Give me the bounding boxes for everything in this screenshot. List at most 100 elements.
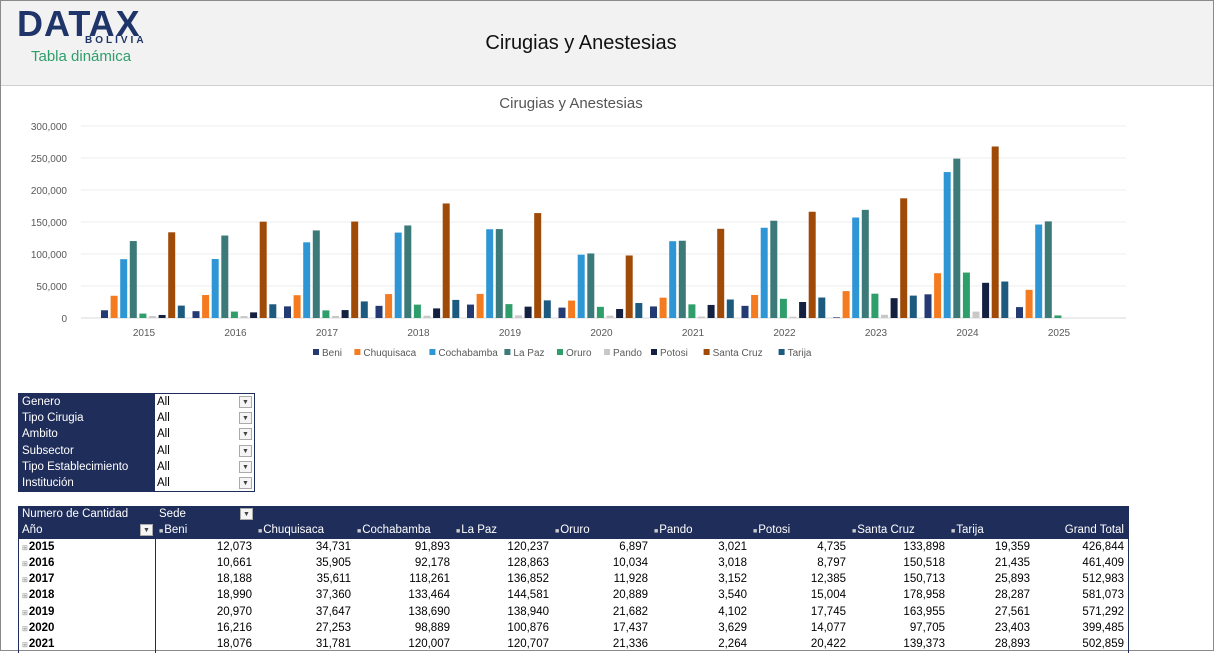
table-cell: 8,797 [817, 556, 846, 569]
table-cell: 139,373 [903, 638, 945, 651]
table-cell: 581,073 [1082, 589, 1124, 602]
table-cell: 4,102 [718, 605, 747, 618]
expand-icon[interactable]: ⊞ [22, 544, 28, 552]
dropdown-arrow-icon[interactable]: ▼ [140, 524, 153, 537]
bar-cochabamba-2017 [303, 242, 311, 318]
bar-tarija-2023 [909, 295, 917, 318]
filter-select[interactable]: All ▼ [155, 410, 254, 427]
column-header[interactable]: ■Potosi [750, 522, 849, 538]
bar-la-paz-2015 [129, 241, 137, 318]
table-cell: 15,004 [810, 589, 846, 602]
collapse-icon[interactable]: ■ [951, 528, 956, 536]
row-label: ⊞2016 [19, 554, 156, 572]
bar-santa-cruz-2020 [625, 255, 633, 318]
filter-select[interactable]: All ▼ [155, 474, 254, 492]
column-header[interactable]: ■Oruro [552, 522, 651, 538]
table-cell: 133,898 [903, 540, 945, 553]
x-tick-label: 2017 [316, 328, 339, 339]
bar-tarija-2016 [269, 304, 277, 318]
dropdown-arrow-icon[interactable]: ▼ [239, 428, 252, 441]
table-row: ⊞2020 16,216 27,253 98,889 100,876 17,437 3,62… [19, 620, 1128, 637]
expand-icon[interactable]: ⊞ [22, 626, 28, 634]
expand-icon[interactable]: ⊞ [22, 642, 28, 650]
column-header-label: Santa Cruz [857, 524, 915, 537]
collapse-icon[interactable]: ■ [852, 528, 857, 536]
bar-cochabamba-2015 [120, 259, 128, 318]
dropdown-arrow-icon[interactable]: ▼ [239, 460, 252, 473]
bar-tarija-2024 [1001, 281, 1009, 318]
collapse-icon[interactable]: ■ [753, 528, 758, 536]
table-cell: 120,237 [507, 540, 549, 553]
chart-title: Cirugias y Anestesias [499, 95, 643, 112]
page-title: Cirugias y Anestesias [485, 32, 677, 54]
bar-la-paz-2025 [1044, 221, 1052, 318]
table-cell: 399,485 [1082, 622, 1124, 635]
year-label: 2017 [28, 573, 55, 586]
bar-beni-2025 [1016, 307, 1023, 318]
column-header[interactable]: ■Santa Cruz [849, 522, 948, 538]
expand-icon[interactable]: ⊞ [22, 609, 28, 617]
collapse-icon[interactable]: ■ [456, 528, 461, 536]
row-field-filter[interactable]: Año ▼ [19, 522, 156, 539]
header: DATAX BOLIVIA Tabla dinámica Cirugias y … [1, 1, 1213, 86]
column-header[interactable]: ■Cochabamba [354, 522, 453, 538]
column-header[interactable]: ■Beni [156, 522, 255, 538]
bar-beni-2017 [284, 306, 291, 318]
table-cell: 10,661 [216, 556, 252, 569]
collapse-icon[interactable]: ■ [555, 528, 560, 536]
dropdown-arrow-icon[interactable]: ▼ [240, 508, 253, 520]
bar-la-paz-2022 [770, 220, 778, 318]
x-tick-label: 2024 [956, 328, 979, 339]
bar-tarija-2017 [360, 301, 368, 318]
table-cell: 3,629 [718, 622, 747, 635]
dropdown-arrow-icon[interactable]: ▼ [239, 476, 252, 489]
x-tick-label: 2018 [407, 328, 430, 339]
column-header[interactable]: ■Tarija [948, 522, 1033, 538]
bar-beni-2016 [192, 311, 200, 318]
y-tick-label: 100,000 [31, 250, 68, 261]
table-cell: 27,561 [994, 605, 1030, 618]
dropdown-arrow-icon[interactable]: ▼ [239, 412, 252, 425]
bar-la-paz-2018 [404, 225, 412, 318]
collapse-icon[interactable]: ■ [357, 528, 362, 536]
table-cell: 571,292 [1082, 605, 1124, 618]
bar-santa-cruz-2018 [442, 203, 450, 318]
bar-cochabamba-2019 [486, 229, 494, 318]
collapse-icon[interactable]: ■ [159, 528, 164, 536]
table-cell: 18,188 [216, 573, 252, 586]
expand-icon[interactable]: ⊞ [22, 593, 28, 601]
bar-potosi-2023 [890, 298, 898, 318]
collapse-icon[interactable]: ■ [654, 528, 659, 536]
dropdown-arrow-icon[interactable]: ▼ [239, 444, 252, 457]
filter-select[interactable]: All ▼ [155, 394, 254, 411]
filter-select[interactable]: All ▼ [155, 442, 254, 459]
x-tick-label: 2015 [133, 328, 156, 339]
collapse-icon[interactable]: ■ [258, 528, 263, 536]
bar-potosi-2015 [158, 314, 166, 318]
table-cell: 21,682 [612, 605, 648, 618]
column-header[interactable]: ■La Paz [453, 522, 552, 538]
column-header[interactable]: ■Chuquisaca [255, 522, 354, 538]
legend-label: La Paz [513, 348, 544, 359]
bar-potosi-2019 [524, 306, 532, 318]
bar-chuquisaca-2016 [202, 295, 210, 318]
bar-tarija-2019 [543, 300, 551, 318]
table-cell: 21,336 [612, 638, 648, 651]
column-header[interactable]: ■Pando [651, 522, 750, 538]
column-field-filter[interactable]: Sede ▼ [156, 506, 255, 522]
bar-cochabamba-2016 [211, 259, 219, 318]
expand-icon[interactable]: ⊞ [22, 560, 28, 568]
column-header-label: Potosi [758, 524, 791, 537]
bar-santa-cruz-2015 [168, 232, 176, 318]
expand-icon[interactable]: ⊞ [22, 577, 28, 585]
table-cell: 150,518 [903, 556, 945, 569]
filter-select[interactable]: All ▼ [155, 458, 254, 475]
bar-oruro-2025 [1054, 315, 1062, 318]
bar-la-paz-2019 [495, 229, 503, 318]
year-label: 2015 [28, 540, 55, 553]
filter-select[interactable]: All ▼ [155, 426, 254, 443]
bar-cochabamba-2025 [1035, 224, 1043, 318]
bar-tarija-2018 [452, 299, 460, 318]
dropdown-arrow-icon[interactable]: ▼ [239, 396, 252, 408]
table-row: ⊞2017 18,188 35,611 118,261 136,852 11,928 3,1… [19, 571, 1128, 588]
